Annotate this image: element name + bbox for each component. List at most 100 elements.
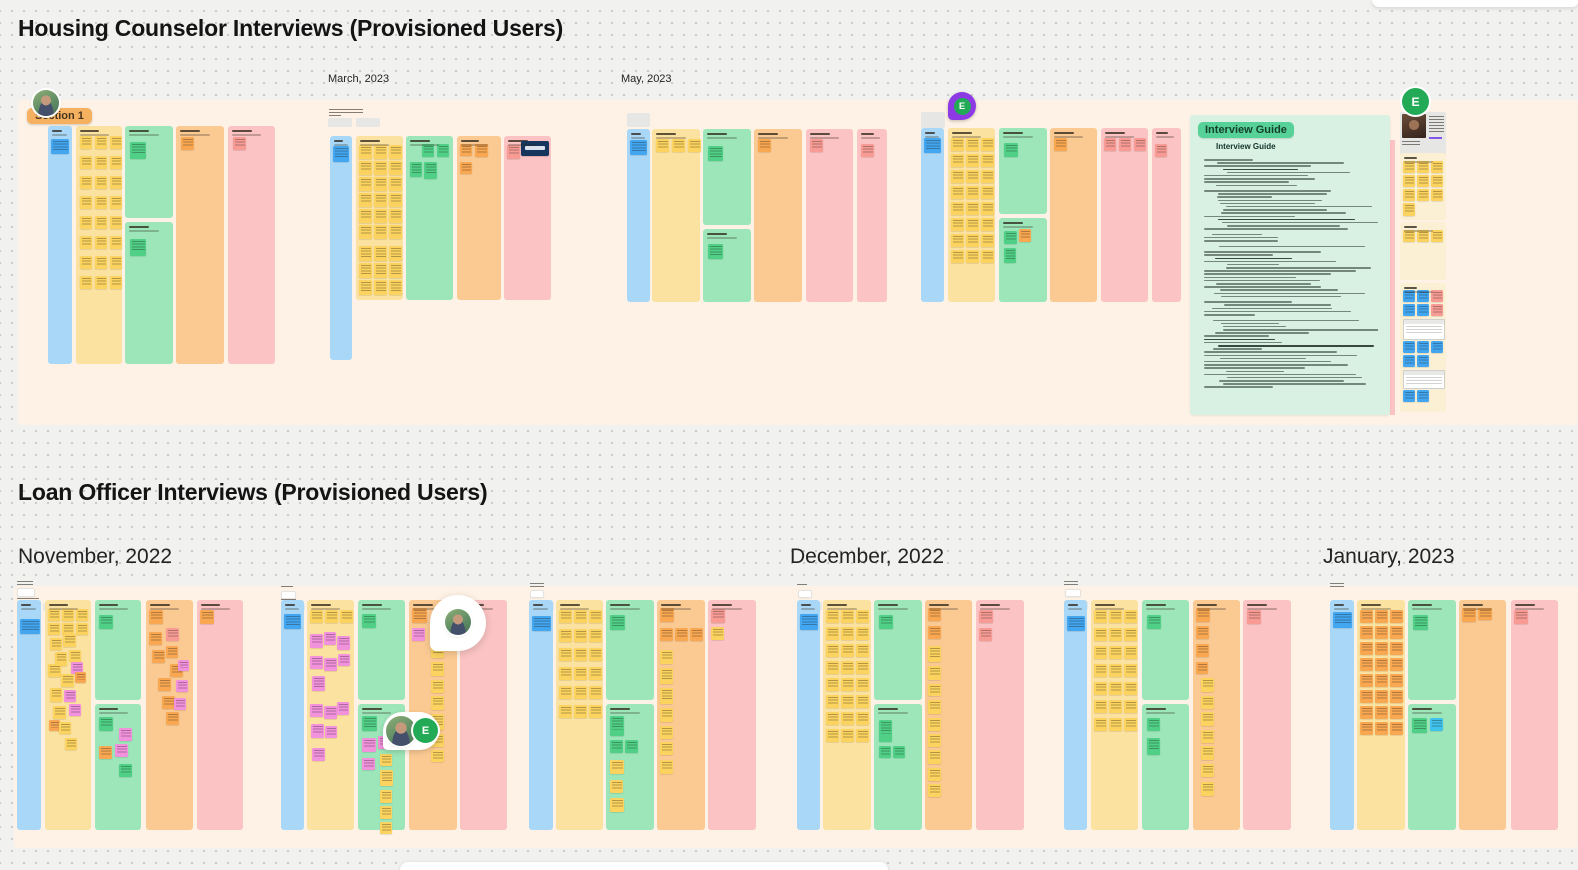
sticky-note[interactable] [110,236,122,249]
collaborator-cursor-photo[interactable] [430,595,486,651]
sticky-note[interactable] [532,616,551,631]
sticky-note[interactable] [1201,782,1214,796]
sticky-note[interactable] [380,754,392,766]
sticky-note[interactable] [826,644,839,657]
sticky-note[interactable] [119,764,132,777]
sticky-note[interactable] [1147,738,1160,755]
sticky-note[interactable] [810,139,823,152]
sticky-note[interactable] [95,276,107,289]
sticky-note[interactable] [389,161,402,175]
sticky-note[interactable] [110,176,122,189]
board-column[interactable] [48,126,72,364]
sticky-note[interactable] [95,196,107,209]
sticky-note[interactable] [69,704,81,716]
sticky-note[interactable] [1431,161,1443,173]
sticky-note[interactable] [374,246,387,261]
sticky-note[interactable] [424,162,437,179]
sticky-note[interactable] [841,661,854,674]
sticky-note[interactable] [1094,664,1107,677]
sticky-note[interactable] [380,790,392,803]
board-column[interactable] [1330,600,1354,830]
board-column[interactable] [330,136,352,360]
sticky-note[interactable] [359,280,372,295]
sticky-note[interactable] [431,696,444,710]
sticky-note[interactable] [826,678,839,691]
sticky-note[interactable] [1417,341,1429,353]
sticky-note[interactable] [660,708,673,722]
sticky-note[interactable] [1360,722,1373,735]
board-column[interactable] [457,136,501,300]
sticky-note[interactable] [559,667,572,680]
sticky-note[interactable] [362,614,376,628]
sticky-note[interactable] [389,177,402,191]
sticky-note[interactable] [1431,230,1443,242]
sticky-note[interactable] [1403,290,1415,302]
sticky-note[interactable] [51,139,69,154]
sticky-note[interactable] [95,216,107,229]
sticky-note[interactable] [672,139,685,152]
collaborator-photo-avatar[interactable] [445,609,471,635]
sticky-note[interactable] [1109,610,1122,623]
sticky-note[interactable] [1155,144,1167,157]
sticky-note[interactable] [1067,616,1085,631]
sticky-note[interactable] [1403,355,1415,367]
sticky-note[interactable] [660,688,673,704]
sticky-note[interactable] [856,610,869,623]
screenshot-thumbnail[interactable] [521,141,549,156]
sticky-note[interactable] [966,234,979,247]
sticky-note[interactable] [1375,626,1388,639]
board-column[interactable] [921,128,944,302]
sticky-note[interactable] [928,666,941,680]
sticky-note[interactable] [1375,674,1388,687]
sticky-note[interactable] [574,629,587,642]
sticky-note[interactable] [50,688,62,702]
sticky-note[interactable] [337,636,350,650]
board-column[interactable] [657,600,705,830]
sticky-note[interactable] [951,250,964,263]
sticky-note[interactable] [80,176,92,189]
sticky-note[interactable] [200,610,214,624]
sticky-note[interactable] [233,137,246,150]
sticky-note[interactable] [389,145,402,159]
sticky-note[interactable] [928,718,941,731]
sticky-note[interactable] [1403,203,1415,216]
board-column[interactable] [1050,128,1097,302]
sticky-note[interactable] [826,695,839,708]
sticky-note[interactable] [574,610,587,623]
sticky-note[interactable] [928,768,941,781]
sticky-note[interactable] [861,144,874,157]
board-column[interactable] [17,600,41,830]
sticky-note[interactable] [589,686,602,699]
board-column[interactable] [1408,704,1456,830]
sticky-note[interactable] [1104,138,1116,151]
board-column[interactable] [125,222,173,364]
sticky-note[interactable] [966,218,979,231]
text-chip[interactable] [530,590,544,598]
board-column[interactable] [1243,600,1291,830]
sticky-note[interactable] [431,680,444,693]
sticky-note[interactable] [711,627,724,640]
sticky-note[interactable] [149,632,162,645]
sticky-note[interactable] [1360,658,1373,671]
sticky-note[interactable] [1019,229,1031,242]
sticky-note[interactable] [359,209,372,223]
sticky-note[interactable] [1431,290,1443,302]
month-label[interactable]: May, 2023 [621,73,672,85]
sticky-note[interactable] [879,615,893,629]
board-column[interactable] [1400,222,1446,280]
board-column[interactable] [95,704,141,830]
board-column[interactable] [146,600,193,830]
board-column[interactable] [806,129,853,302]
sticky-note[interactable] [1431,304,1443,316]
sticky-note[interactable] [95,176,107,189]
sticky-note[interactable] [826,610,839,623]
sticky-note[interactable] [1360,690,1373,703]
text-chip[interactable] [1065,589,1081,597]
sticky-note[interactable] [966,202,979,215]
sticky-note[interactable] [338,654,350,666]
sticky-note[interactable] [333,146,349,162]
sticky-note[interactable] [856,712,869,725]
month-label[interactable]: January, 2023 [1323,545,1455,568]
sticky-note[interactable] [359,161,372,175]
sticky-note[interactable] [856,644,869,657]
